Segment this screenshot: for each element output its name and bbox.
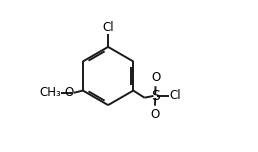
Text: O: O <box>150 108 159 121</box>
Text: Cl: Cl <box>102 21 114 34</box>
Text: O: O <box>64 86 73 99</box>
Text: O: O <box>151 71 160 84</box>
Text: CH₃: CH₃ <box>39 86 61 99</box>
Text: Cl: Cl <box>170 89 181 102</box>
Text: S: S <box>151 89 160 103</box>
